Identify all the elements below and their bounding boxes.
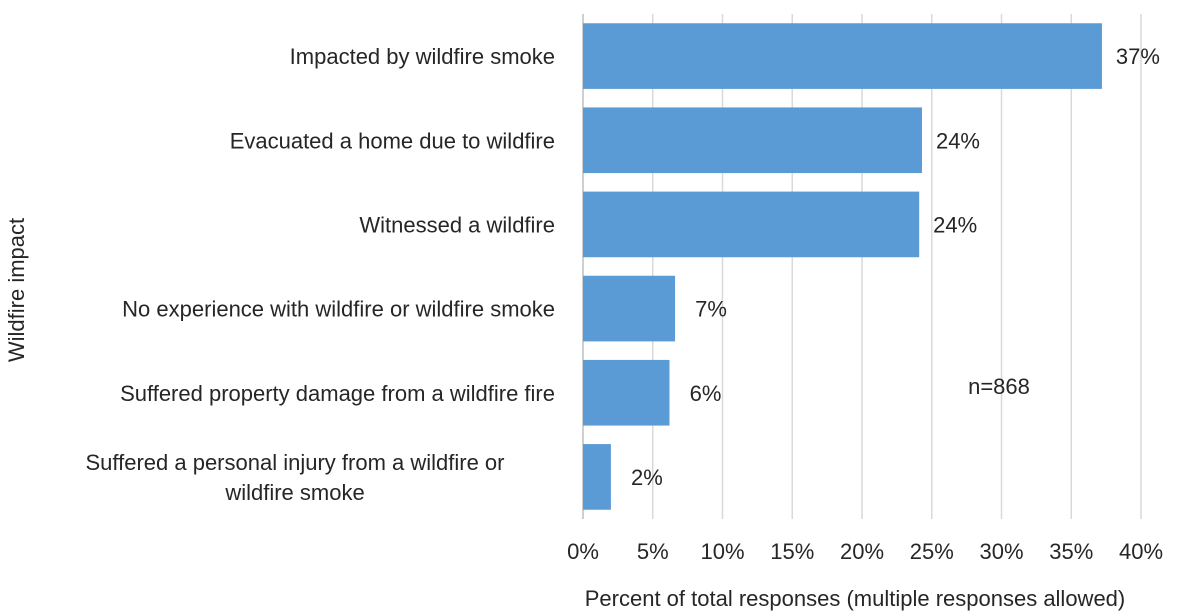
bar (583, 275, 676, 342)
category-label: No experience with wildfire or wildfire … (122, 297, 555, 322)
x-tick-labels: 0% 5% 10% 15% 20% 25% 30% 35% 40% (567, 539, 1163, 564)
x-tick-label: 40% (1119, 539, 1163, 564)
data-label: 2% (631, 465, 663, 490)
bar (583, 444, 611, 510)
category-label: Suffered a personal injury from a wildfi… (85, 450, 504, 505)
bar (583, 359, 670, 426)
bar (583, 191, 920, 258)
data-label: 37% (1116, 44, 1160, 69)
data-label: 24% (936, 128, 980, 153)
x-tick-label: 35% (1049, 539, 1093, 564)
x-tick-label: 20% (840, 539, 884, 564)
x-tick-label: 0% (567, 539, 599, 564)
category-label: Evacuated a home due to wildfire (230, 128, 555, 153)
bars (583, 23, 1102, 510)
bar (583, 23, 1102, 89)
data-label: 7% (695, 297, 727, 322)
y-axis-title: Wildfire impact (4, 218, 29, 362)
category-label: Witnessed a wildfire (359, 212, 555, 237)
bar (583, 107, 922, 174)
category-label: Impacted by wildfire smoke (290, 44, 555, 69)
value-labels: 37% 24% 24% 7% 6% 2% (631, 44, 1160, 490)
sample-size-annotation: n=868 (968, 374, 1030, 399)
data-label: 6% (690, 381, 722, 406)
x-tick-label: 10% (700, 539, 744, 564)
x-tick-label: 15% (770, 539, 814, 564)
x-axis-title: Percent of total responses (multiple res… (585, 586, 1126, 611)
x-tick-label: 5% (637, 539, 669, 564)
category-label: Suffered property damage from a wildfire… (120, 381, 555, 406)
x-tick-label: 30% (979, 539, 1023, 564)
category-labels: Impacted by wildfire smoke Evacuated a ho… (85, 44, 555, 505)
gridlines (582, 14, 1142, 519)
data-label: 24% (933, 212, 977, 237)
x-tick-label: 25% (910, 539, 954, 564)
